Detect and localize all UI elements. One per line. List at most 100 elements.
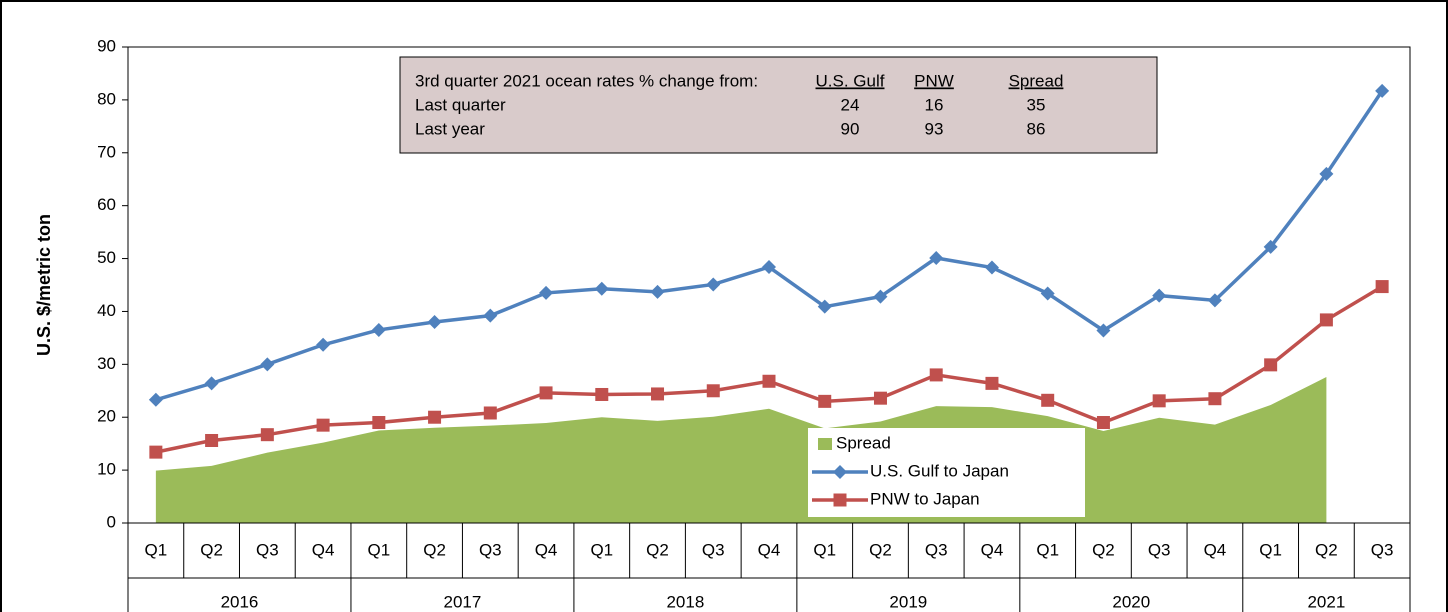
square-marker bbox=[929, 368, 943, 382]
square-marker bbox=[372, 416, 386, 430]
y-axis-label: U.S. $/metric ton bbox=[34, 214, 54, 356]
diamond-marker bbox=[929, 251, 944, 266]
square-marker bbox=[428, 410, 442, 424]
x-tick-label: Q4 bbox=[535, 540, 558, 559]
diamond-marker bbox=[1152, 288, 1167, 303]
x-tick-label: Q3 bbox=[479, 540, 502, 559]
x-tick-label: Q4 bbox=[312, 540, 335, 559]
diamond-marker bbox=[483, 308, 498, 323]
table-header: PNW bbox=[914, 71, 954, 90]
diamond-marker bbox=[260, 357, 275, 372]
plot-frame bbox=[127, 46, 1411, 524]
table-value: 93 bbox=[925, 119, 944, 138]
x-tick-label: Q2 bbox=[423, 540, 446, 559]
square-marker bbox=[706, 384, 720, 398]
square-marker bbox=[1041, 393, 1055, 407]
diamond-marker bbox=[817, 299, 832, 314]
diamond-marker bbox=[706, 277, 721, 292]
x-tick-label: Q2 bbox=[869, 540, 892, 559]
square-marker bbox=[1264, 358, 1278, 372]
year-label: 2017 bbox=[444, 592, 482, 611]
square-marker bbox=[149, 445, 163, 459]
table-header: Spread bbox=[1009, 71, 1064, 90]
year-label: 2018 bbox=[666, 592, 704, 611]
y-tick-label: 50 bbox=[97, 248, 116, 267]
legend-label: U.S. Gulf to Japan bbox=[870, 461, 1009, 480]
x-tick-label: Q1 bbox=[590, 540, 613, 559]
legend-marker bbox=[833, 465, 847, 479]
diamond-marker bbox=[204, 376, 219, 391]
x-tick-label: Q2 bbox=[1092, 540, 1115, 559]
x-tick-label: Q3 bbox=[1371, 540, 1394, 559]
y-tick-label: 90 bbox=[97, 36, 116, 55]
square-marker bbox=[316, 418, 330, 432]
diamond-marker bbox=[371, 322, 386, 337]
diamond-marker bbox=[148, 392, 163, 407]
y-tick-label: 40 bbox=[97, 301, 116, 320]
square-marker bbox=[1319, 313, 1333, 327]
x-tick-label: Q3 bbox=[702, 540, 725, 559]
diamond-marker bbox=[316, 337, 331, 352]
table-value: 90 bbox=[841, 119, 860, 138]
y-tick-label: 60 bbox=[97, 195, 116, 214]
y-tick-label: 10 bbox=[97, 460, 116, 479]
diamond-marker bbox=[1375, 83, 1390, 98]
x-tick-label: Q2 bbox=[200, 540, 223, 559]
diamond-marker bbox=[984, 260, 999, 275]
diamond-marker bbox=[427, 315, 442, 330]
table-box bbox=[399, 56, 1158, 154]
square-marker bbox=[1208, 392, 1222, 406]
diamond-marker bbox=[1207, 293, 1222, 308]
diamond-marker bbox=[594, 281, 609, 296]
square-marker bbox=[873, 391, 887, 405]
diamond-marker bbox=[873, 289, 888, 304]
legend-marker bbox=[833, 493, 847, 507]
legend-swatch bbox=[818, 438, 832, 450]
square-marker bbox=[818, 394, 832, 408]
square-marker bbox=[260, 428, 274, 442]
square-marker bbox=[1375, 280, 1389, 294]
x-tick-label: Q3 bbox=[256, 540, 279, 559]
x-tick-label: Q4 bbox=[758, 540, 781, 559]
square-marker bbox=[1096, 416, 1110, 430]
table-value: 86 bbox=[1027, 119, 1046, 138]
year-label: 2019 bbox=[889, 592, 927, 611]
y-tick-label: 30 bbox=[97, 354, 116, 373]
square-marker bbox=[1152, 394, 1166, 408]
legend-label: Spread bbox=[836, 433, 891, 452]
table-header: U.S. Gulf bbox=[816, 71, 885, 90]
spread-area bbox=[155, 377, 1327, 523]
x-tick-label: Q1 bbox=[813, 540, 836, 559]
square-marker bbox=[595, 387, 609, 401]
table-header: 3rd quarter 2021 ocean rates % change fr… bbox=[415, 71, 758, 90]
x-tick-label: Q1 bbox=[1259, 540, 1282, 559]
table-value: 24 bbox=[841, 95, 860, 114]
table-row-label: Last year bbox=[415, 119, 485, 138]
x-tick-label: Q4 bbox=[1204, 540, 1227, 559]
square-marker bbox=[539, 386, 553, 400]
table-value: 35 bbox=[1027, 95, 1046, 114]
table-value: 16 bbox=[925, 95, 944, 114]
x-tick-label: Q3 bbox=[925, 540, 948, 559]
legend-label: PNW to Japan bbox=[870, 489, 980, 508]
diamond-marker bbox=[1263, 239, 1278, 254]
diamond-marker bbox=[762, 260, 776, 275]
table-row-label: Last quarter bbox=[415, 95, 506, 114]
x-tick-label: Q4 bbox=[981, 540, 1004, 559]
x-tick-label: Q1 bbox=[1036, 540, 1059, 559]
diamond-marker bbox=[650, 284, 665, 299]
square-marker bbox=[205, 433, 219, 447]
y-tick-label: 70 bbox=[97, 142, 116, 161]
x-tick-label: Q2 bbox=[1315, 540, 1338, 559]
x-tick-label: Q1 bbox=[145, 540, 168, 559]
square-marker bbox=[651, 387, 665, 401]
y-tick-label: 0 bbox=[107, 512, 116, 531]
square-marker bbox=[985, 376, 999, 390]
y-tick-label: 80 bbox=[97, 89, 116, 108]
diamond-marker bbox=[539, 285, 554, 300]
diamond-marker bbox=[1096, 323, 1111, 338]
x-tick-label: Q3 bbox=[1148, 540, 1171, 559]
